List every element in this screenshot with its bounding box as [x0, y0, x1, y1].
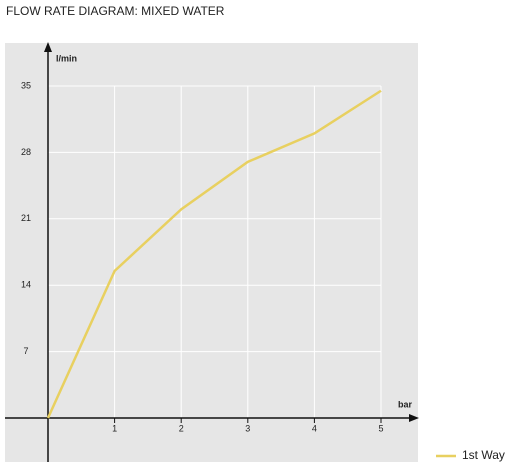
line-series	[46, 89, 382, 419]
x-tick-label: 2	[179, 423, 184, 433]
x-axis-label: bar	[398, 399, 413, 409]
x-tick-label: 3	[245, 423, 250, 433]
y-tick-label: 35	[21, 80, 31, 90]
marks	[46, 89, 382, 419]
y-tick-label: 21	[21, 213, 31, 223]
plot-background	[5, 43, 418, 462]
x-tick-label: 5	[378, 423, 383, 433]
y-axis-label: l/min	[56, 53, 77, 63]
chart-title: FLOW RATE DIAGRAM: MIXED WATER	[6, 4, 225, 18]
x-axis-arrow	[409, 414, 419, 422]
grid	[48, 85, 382, 418]
legend-label: 1st Way	[462, 448, 505, 462]
y-tick-label: 28	[21, 147, 31, 157]
y-tick-label: 7	[23, 346, 28, 356]
y-tick-label: 14	[21, 280, 31, 290]
x-tick-label: 4	[312, 423, 317, 433]
y-axis-arrow	[44, 42, 52, 52]
x-tick-label: 1	[112, 423, 117, 433]
